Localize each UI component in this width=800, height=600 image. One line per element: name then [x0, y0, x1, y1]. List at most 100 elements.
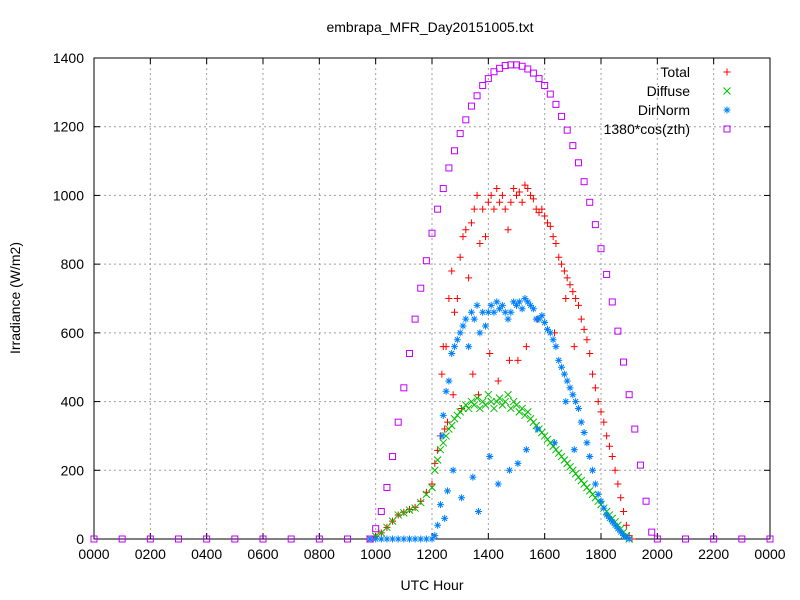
data-point	[514, 356, 522, 364]
data-point	[611, 466, 619, 474]
data-point	[504, 315, 512, 323]
data-point	[562, 295, 570, 302]
x-tick-label: 0000	[754, 546, 785, 562]
data-point	[543, 325, 551, 333]
data-point	[453, 336, 461, 344]
data-point	[518, 305, 526, 313]
data-point	[490, 308, 498, 316]
data-point	[513, 61, 520, 69]
data-point	[439, 185, 447, 193]
x-axis-ticks: 0000 0200 0400 0600 0800 1000 1200 1400 1600 1800…	[78, 58, 786, 562]
data-point	[146, 535, 154, 543]
data-point	[570, 446, 578, 454]
data-point	[476, 329, 484, 337]
data-point	[481, 401, 490, 409]
data-point	[486, 453, 494, 461]
data-point	[766, 535, 774, 543]
data-point	[405, 535, 413, 543]
data-point	[523, 408, 532, 416]
data-point	[566, 384, 574, 392]
data-point	[441, 425, 449, 433]
data-point	[549, 233, 557, 241]
data-point	[572, 295, 580, 302]
data-point	[507, 404, 515, 413]
data-point	[469, 473, 477, 481]
chart-title: embrapa_MFR_Day20151005.txt	[326, 19, 533, 35]
data-point	[625, 391, 633, 399]
data-point	[594, 490, 602, 498]
data-point	[620, 532, 628, 540]
x-axis-label: UTC Hour	[400, 577, 463, 593]
x-tick-label: 0200	[135, 546, 166, 562]
data-point	[589, 466, 597, 474]
data-point	[507, 308, 515, 316]
data-point	[417, 497, 425, 505]
x-tick-label: 2200	[698, 546, 729, 562]
data-point	[447, 421, 456, 430]
data-point	[594, 398, 602, 406]
y-tick-label: 400	[61, 394, 85, 410]
data-point	[473, 394, 481, 402]
data-point	[422, 490, 431, 499]
data-point	[515, 298, 523, 306]
data-point	[473, 92, 481, 100]
data-point	[563, 274, 571, 282]
data-point	[510, 185, 518, 193]
data-point	[428, 229, 436, 237]
data-point	[411, 535, 419, 543]
data-point	[620, 358, 628, 366]
data-point	[482, 233, 490, 241]
data-point	[484, 308, 492, 316]
data-point	[484, 75, 492, 83]
legend-marker	[723, 125, 731, 133]
data-point	[467, 219, 475, 227]
data-point	[498, 301, 506, 309]
data-point	[625, 535, 633, 543]
data-point	[535, 75, 543, 83]
data-point	[400, 384, 408, 392]
data-point	[562, 398, 570, 406]
data-point	[682, 535, 689, 543]
data-point	[577, 315, 585, 323]
legend-label: DirNorm	[638, 102, 690, 118]
y-tick-label: 1400	[53, 50, 84, 66]
data-point	[344, 535, 351, 543]
data-point	[591, 480, 599, 488]
data-point	[428, 483, 436, 492]
data-point	[383, 523, 391, 532]
data-point	[614, 480, 622, 488]
data-point	[470, 315, 478, 323]
data-point	[589, 370, 597, 378]
y-axis-ticks: 0 200 400 600 800 1000 1200 1400	[53, 50, 770, 547]
data-point	[555, 253, 563, 261]
data-point	[445, 164, 453, 172]
data-point	[529, 305, 537, 313]
data-point	[467, 102, 475, 110]
y-tick-label: 800	[61, 256, 85, 272]
data-point	[377, 508, 385, 516]
data-point	[411, 315, 419, 323]
data-point	[529, 69, 537, 77]
data-point	[552, 100, 560, 108]
data-point	[555, 356, 563, 364]
data-point	[636, 461, 644, 469]
x-tick-label: 1000	[360, 546, 391, 562]
data-point	[315, 535, 323, 543]
data-point	[605, 514, 613, 522]
data-point	[494, 480, 502, 488]
data-point	[580, 325, 588, 333]
data-point	[493, 298, 501, 306]
data-point	[487, 191, 495, 199]
data-point	[611, 521, 619, 529]
data-point	[620, 508, 628, 516]
data-point	[603, 432, 611, 440]
data-point	[470, 401, 479, 409]
data-point	[486, 349, 494, 357]
data-point	[449, 391, 457, 399]
data-point	[487, 301, 495, 309]
data-point	[451, 308, 459, 316]
data-point	[484, 390, 493, 399]
data-point	[394, 418, 402, 426]
data-point	[442, 387, 450, 395]
